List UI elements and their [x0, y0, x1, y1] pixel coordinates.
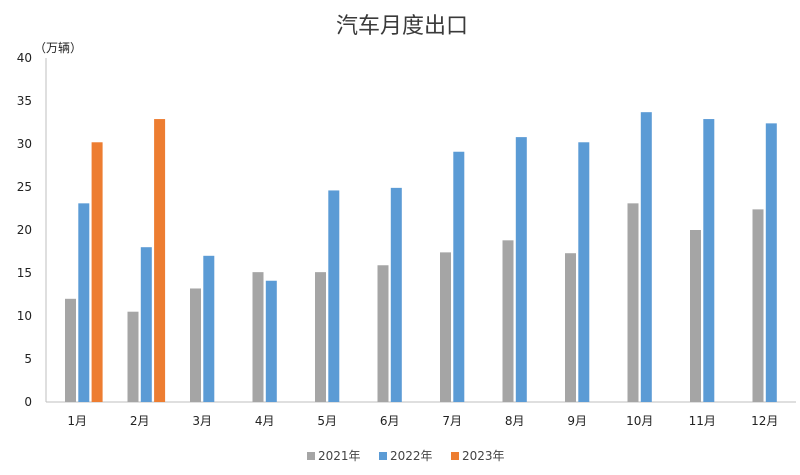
y-tick-label: 35 [17, 94, 32, 108]
y-tick-label: 0 [24, 395, 32, 409]
bar [140, 247, 152, 402]
bar [65, 298, 76, 402]
bar [190, 288, 201, 402]
x-tick-label: 5月 [317, 414, 337, 428]
bar [502, 240, 514, 402]
x-tick-label: 3月 [192, 414, 212, 428]
x-tick-label: 12月 [751, 414, 778, 428]
bar [91, 142, 103, 402]
y-tick-label: 40 [17, 51, 32, 65]
x-tick-label: 8月 [505, 414, 525, 428]
x-tick-label: 6月 [380, 414, 400, 428]
bar [127, 311, 139, 402]
bar [690, 230, 701, 402]
legend-entry: 2023年 [462, 449, 505, 463]
legend-swatch [307, 452, 315, 460]
bar [315, 272, 326, 402]
y-axis-unit-label: （万辆） [34, 41, 82, 55]
bar [453, 151, 465, 402]
bar [377, 265, 389, 402]
bars [65, 112, 777, 403]
bar [640, 112, 652, 403]
legend: 2021年 2022年 2023年 [307, 449, 505, 463]
y-tick-label: 5 [24, 352, 32, 366]
x-tick-label: 9月 [567, 414, 587, 428]
chart-title: 汽车月度出口 [336, 14, 468, 39]
y-axis: 0 5 10 15 20 25 30 35 40 [17, 51, 47, 409]
x-tick-label: 7月 [442, 414, 462, 428]
legend-entry: 2022年 [390, 449, 433, 463]
bar [203, 255, 215, 402]
bar [252, 272, 264, 402]
x-axis: 1月 2月 3月 4月 5月 6月 7月 8月 9月 10月 11月 12月 [46, 401, 796, 428]
x-tick-label: 4月 [255, 414, 275, 428]
bar [154, 119, 166, 402]
y-tick-label: 20 [17, 223, 32, 237]
x-tick-label: 2月 [130, 414, 150, 428]
x-tick-label: 1月 [67, 414, 87, 428]
bar [578, 142, 590, 402]
bar [752, 209, 764, 402]
y-tick-label: 15 [17, 266, 32, 280]
y-tick-label: 25 [17, 180, 32, 194]
x-tick-label: 10月 [626, 414, 653, 428]
bar [78, 203, 90, 402]
y-tick-label: 10 [17, 309, 32, 323]
bar [703, 119, 715, 402]
bar [328, 190, 340, 402]
y-tick-label: 30 [17, 137, 32, 151]
bar [627, 203, 639, 402]
bar [765, 123, 777, 403]
bar [390, 187, 402, 402]
bar [515, 137, 527, 402]
legend-entry: 2021年 [318, 449, 361, 463]
bar [440, 252, 451, 402]
legend-swatch [379, 452, 387, 460]
bar [565, 253, 576, 402]
legend-swatch [451, 452, 459, 460]
bar [265, 280, 277, 402]
x-tick-label: 11月 [689, 414, 716, 428]
